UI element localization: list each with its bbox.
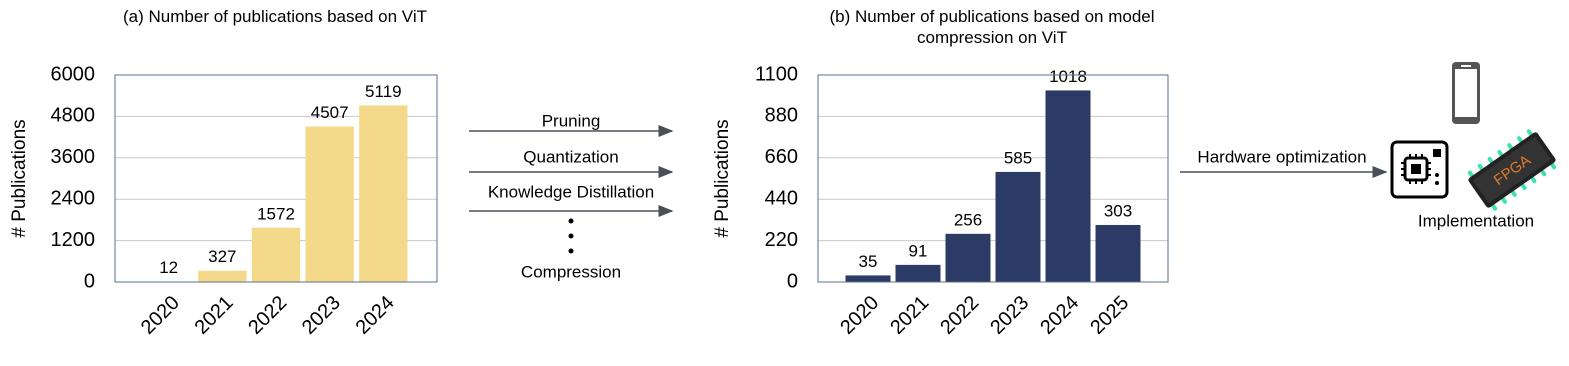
fpga-icon: FPGA — [1467, 129, 1557, 211]
x-tick-label: 2022 — [244, 292, 291, 339]
bar — [305, 126, 354, 282]
x-tick-label: 2022 — [936, 292, 983, 339]
bar — [895, 264, 941, 282]
y-tick-label: 1100 — [755, 63, 798, 85]
value-label: 91 — [909, 241, 928, 260]
x-tick-label: 2025 — [1086, 292, 1133, 339]
bar — [1095, 224, 1141, 282]
plot-frame — [817, 74, 1169, 283]
dot — [568, 233, 574, 239]
bar — [845, 275, 891, 282]
value-label: 1572 — [257, 204, 295, 223]
y-tick-label: 1200 — [51, 229, 96, 251]
x-tick-label: 2024 — [352, 292, 399, 339]
dot — [568, 248, 574, 254]
x-tick-label: 2024 — [1036, 292, 1083, 339]
compression-label: Compression — [521, 262, 621, 281]
x-tick-label: 2020 — [836, 292, 883, 339]
value-label: 1018 — [1049, 67, 1087, 86]
value-label: 585 — [1004, 148, 1032, 167]
implementation-label: Implementation — [1418, 211, 1534, 230]
value-label: 35 — [859, 252, 878, 271]
x-tick-label: 2023 — [298, 292, 345, 339]
x-tick-label: 2020 — [137, 292, 184, 339]
plot-frame — [114, 74, 438, 283]
x-tick-label: 2021 — [886, 292, 933, 339]
y-tick-label: 3600 — [51, 146, 96, 168]
value-label: 327 — [208, 247, 236, 266]
value-label: 12 — [159, 258, 178, 277]
chip-icon — [1390, 140, 1449, 199]
method-label: Knowledge Distillation — [488, 182, 654, 201]
bar — [995, 171, 1041, 282]
y-tick-label: 660 — [765, 146, 798, 168]
bar — [198, 270, 247, 282]
phone-icon — [1452, 62, 1480, 124]
y-tick-label: 440 — [765, 187, 798, 209]
y-tick-label: 4800 — [51, 105, 96, 127]
value-label: 4507 — [311, 103, 349, 122]
x-tick-label: 2021 — [191, 292, 238, 339]
y-axis-label: # Publications — [9, 119, 30, 237]
bar — [945, 233, 991, 282]
y-tick-label: 220 — [765, 229, 798, 251]
y-tick-label: 0 — [787, 270, 798, 292]
method-label: Pruning — [542, 111, 601, 130]
value-label: 303 — [1104, 201, 1132, 220]
dot — [568, 218, 574, 224]
hardware-label: Hardware optimization — [1197, 147, 1366, 166]
chart-title: (a) Number of publications based on ViT — [123, 7, 427, 26]
bar — [359, 105, 408, 282]
x-tick-label: 2023 — [986, 292, 1033, 339]
chart-title: (b) Number of publications based on mode… — [829, 7, 1155, 47]
value-label: 5119 — [365, 82, 402, 101]
method-label: Quantization — [523, 147, 618, 166]
y-tick-label: 6000 — [51, 63, 96, 85]
value-label: 256 — [954, 210, 982, 229]
y-tick-label: 2400 — [51, 187, 96, 209]
bar — [1045, 90, 1091, 282]
bar — [251, 227, 301, 282]
y-axis-label: # Publications — [712, 119, 733, 237]
y-tick-label: 880 — [765, 105, 798, 127]
y-tick-label: 0 — [84, 270, 95, 292]
